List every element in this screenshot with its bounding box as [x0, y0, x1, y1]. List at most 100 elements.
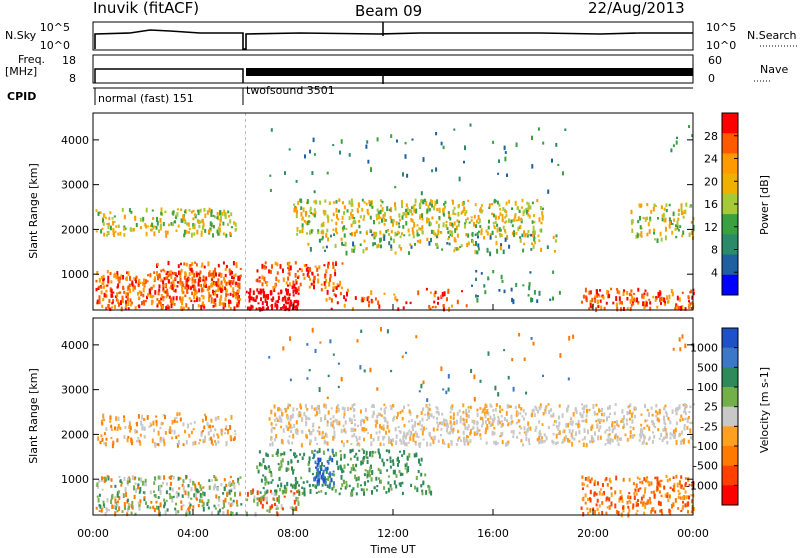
echo-cell	[396, 139, 398, 143]
echo-cell	[498, 421, 501, 425]
echo-cell	[278, 467, 281, 471]
echo-cell	[416, 232, 419, 237]
echo-cell	[207, 424, 210, 429]
echo-cell	[500, 420, 503, 423]
echo-cell	[653, 434, 656, 439]
echo-cell	[265, 466, 268, 470]
echo-cell	[168, 428, 171, 434]
echo-cell	[162, 481, 165, 485]
echo-cell	[345, 250, 348, 256]
echo-cell	[377, 210, 380, 215]
echo-cell	[126, 271, 129, 275]
echo-cell	[210, 300, 213, 304]
echo-cell	[137, 437, 140, 440]
echo-cell	[98, 277, 101, 282]
echo-cell	[238, 482, 240, 486]
freq-trace-dense	[246, 68, 693, 76]
echo-cell	[672, 429, 675, 434]
echo-cell	[594, 431, 596, 436]
echo-cell	[278, 495, 281, 499]
echo-cell	[641, 293, 644, 299]
echo-cell	[98, 285, 101, 289]
echo-cell	[432, 427, 435, 432]
echo-cell	[654, 510, 657, 514]
echo-cell	[332, 415, 335, 419]
echo-cell	[332, 435, 335, 441]
echo-cell	[290, 490, 293, 493]
echo-cell	[470, 216, 473, 219]
echo-cell	[464, 212, 467, 216]
echo-cell	[225, 289, 228, 293]
echo-cell	[597, 512, 600, 515]
echo-cell	[688, 416, 690, 420]
echo-cell	[182, 504, 185, 507]
echo-cell	[305, 264, 308, 267]
echo-cell	[137, 282, 140, 287]
echo-cell	[519, 224, 522, 230]
echo-cell	[444, 200, 447, 205]
echo-cell	[306, 199, 309, 204]
echo-cell	[276, 497, 279, 502]
echo-cell	[213, 504, 216, 508]
beam-title: Beam 09	[355, 2, 422, 20]
echo-cell	[245, 290, 248, 294]
echo-cell	[223, 279, 226, 284]
echo-cell	[442, 145, 445, 150]
echo-cell	[106, 269, 109, 274]
echo-cell	[317, 471, 320, 476]
echo-cell	[671, 503, 673, 509]
echo-cell	[231, 502, 234, 506]
echo-cell	[629, 403, 632, 407]
echo-cell	[510, 414, 513, 419]
echo-cell	[151, 209, 154, 212]
echo-cell	[588, 307, 591, 310]
echo-cell	[646, 419, 649, 422]
echo-cell	[98, 504, 101, 507]
echo-cell	[291, 466, 293, 471]
echo-cell	[151, 295, 154, 299]
echo-cell	[405, 203, 408, 207]
echo-cell	[642, 216, 645, 220]
echo-cell	[354, 220, 357, 224]
echo-cell	[601, 501, 604, 505]
echo-cell	[465, 210, 468, 214]
echo-cell	[184, 286, 187, 290]
echo-cell	[599, 435, 602, 440]
echo-cell	[479, 208, 482, 212]
echo-cell	[363, 369, 366, 373]
echo-cell	[409, 301, 412, 305]
echo-cell	[542, 412, 545, 416]
echo-cell	[363, 437, 365, 442]
echo-cell	[138, 506, 141, 511]
echo-cell	[315, 485, 318, 489]
echo-cell	[288, 421, 291, 425]
echo-cell	[300, 406, 302, 410]
echo-cell	[253, 498, 256, 503]
echo-cell	[210, 511, 213, 515]
echo-cell	[210, 436, 213, 441]
echo-cell	[435, 410, 438, 414]
echo-cell	[596, 299, 599, 304]
echo-cell	[398, 469, 401, 473]
echo-cell	[392, 219, 395, 223]
echo-cell	[113, 504, 116, 509]
echo-cell	[332, 454, 335, 457]
echo-cell	[319, 457, 322, 462]
echo-cell	[639, 215, 641, 221]
echo-cell	[321, 483, 324, 487]
echo-cell	[378, 453, 381, 459]
echo-cell	[642, 294, 645, 299]
echo-cell	[293, 452, 296, 457]
echo-cell	[162, 437, 165, 441]
echo-cell	[321, 432, 324, 438]
echo-cell	[398, 218, 401, 222]
echo-cell	[234, 273, 237, 277]
echo-cell	[313, 276, 316, 281]
echo-cell	[641, 433, 644, 436]
echo-cell	[297, 413, 300, 418]
freq-label: Freq.	[18, 53, 45, 66]
echo-cell	[334, 269, 336, 273]
echo-cell	[346, 209, 349, 213]
echo-cell	[465, 418, 468, 423]
cpid-label: CPID	[7, 90, 36, 103]
